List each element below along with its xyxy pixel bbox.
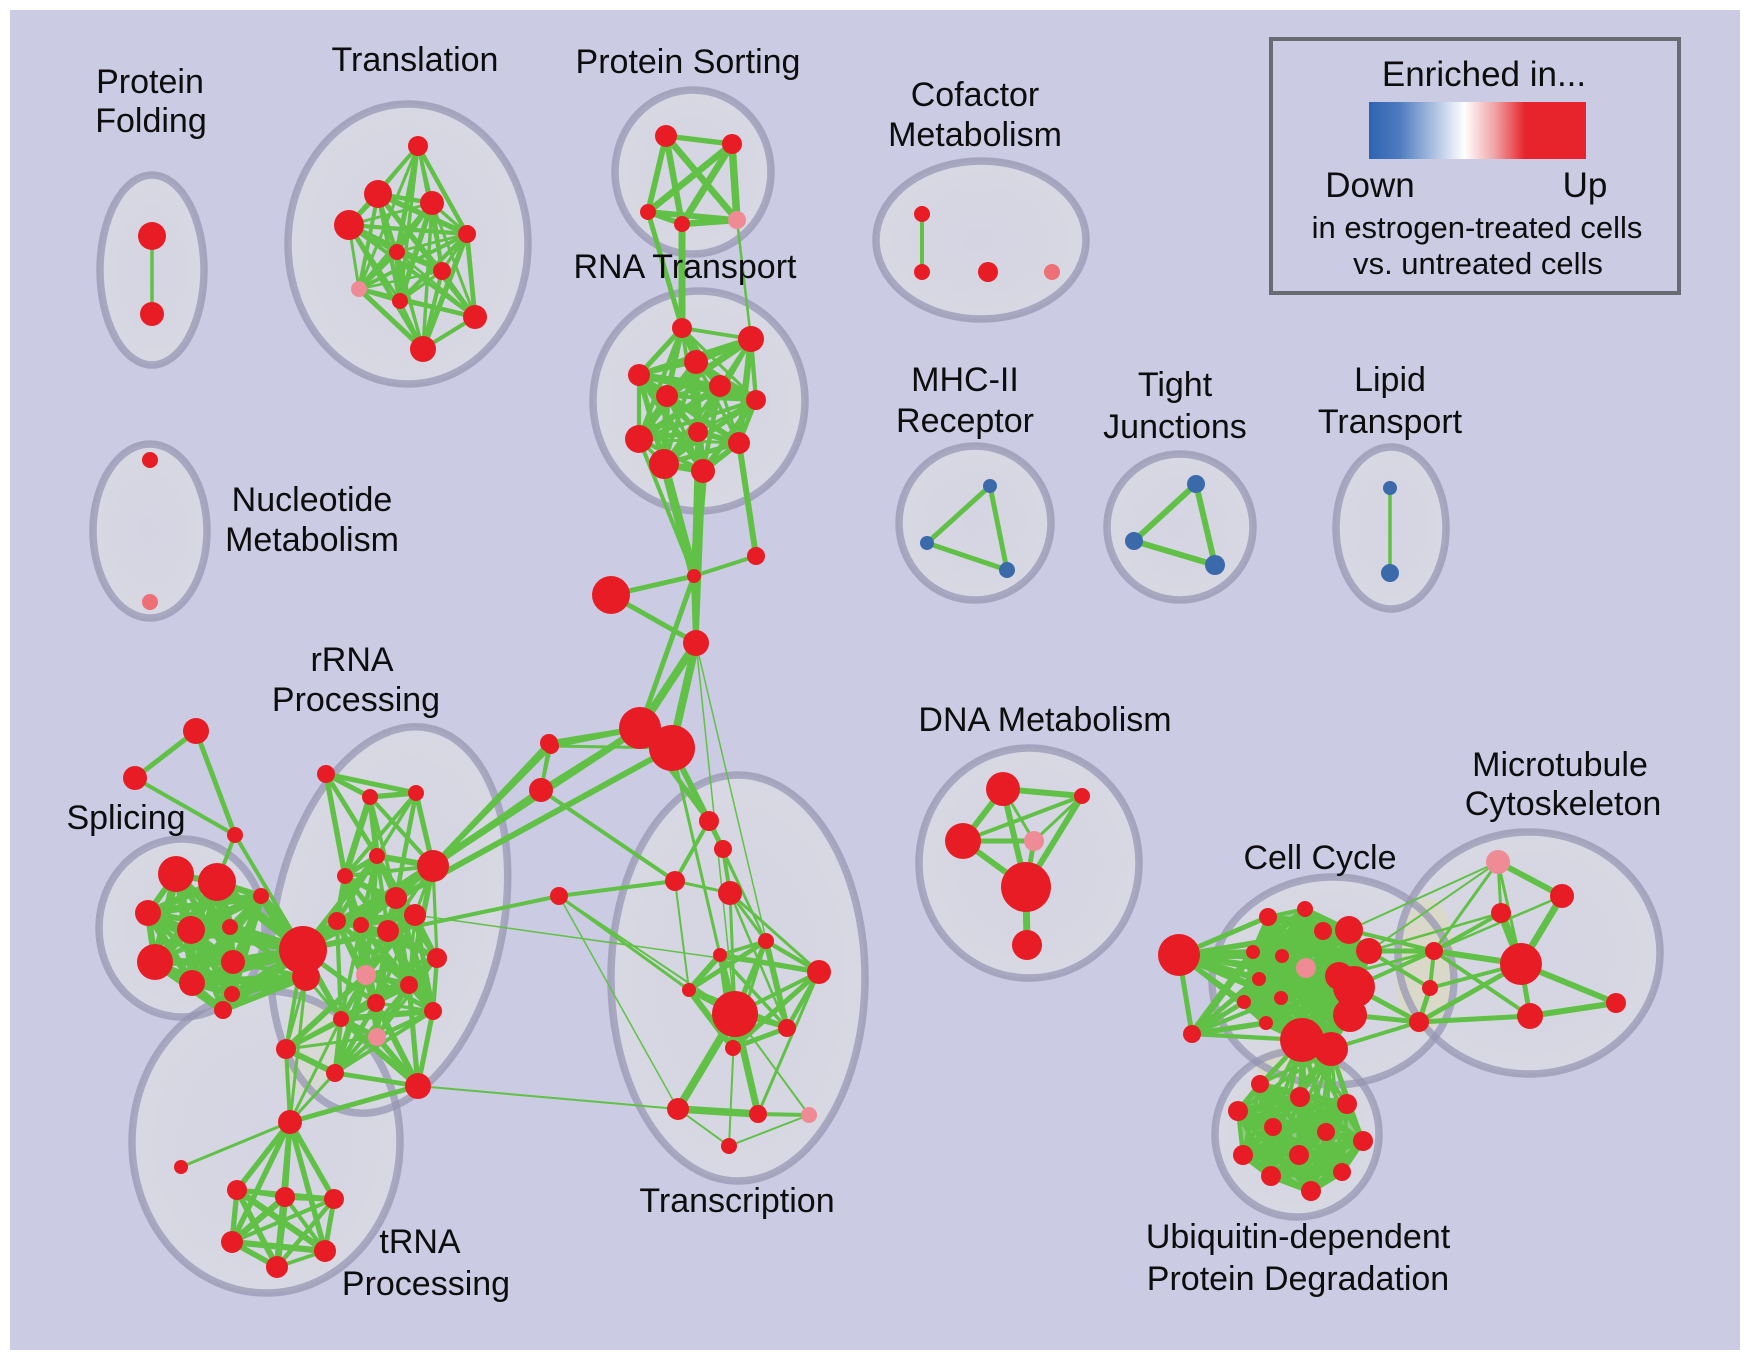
svg-text:Down: Down [1325,166,1414,205]
svg-text:Transcription: Transcription [639,1182,834,1220]
svg-text:Splicing: Splicing [66,799,185,837]
svg-text:Ubiquitin-dependent: Ubiquitin-dependent [1146,1218,1451,1256]
svg-text:in estrogen-treated cells: in estrogen-treated cells [1312,210,1643,245]
svg-text:Cell Cycle: Cell Cycle [1243,839,1396,877]
svg-text:Transport: Transport [1318,403,1463,441]
svg-text:vs. untreated cells: vs. untreated cells [1353,246,1603,281]
svg-text:MHC-II: MHC-II [911,361,1019,399]
svg-text:Receptor: Receptor [896,402,1034,440]
svg-text:DNA Metabolism: DNA Metabolism [918,701,1171,739]
svg-text:Protein Sorting: Protein Sorting [576,43,801,81]
svg-text:Enriched in...: Enriched in... [1382,55,1586,94]
svg-text:RNA Transport: RNA Transport [574,248,798,286]
svg-text:Up: Up [1563,166,1608,205]
svg-text:Microtubule: Microtubule [1472,746,1648,784]
svg-text:Protein: Protein [96,63,204,101]
svg-text:Tight: Tight [1138,366,1213,404]
svg-text:Metabolism: Metabolism [888,116,1062,154]
svg-text:Nucleotide: Nucleotide [232,481,393,519]
svg-text:Processing: Processing [342,1265,510,1303]
svg-text:Metabolism: Metabolism [225,521,399,559]
svg-text:Processing: Processing [272,681,440,719]
svg-text:Protein Degradation: Protein Degradation [1147,1260,1449,1298]
svg-text:rRNA: rRNA [310,641,393,679]
svg-text:Folding: Folding [95,102,207,140]
svg-text:Lipid: Lipid [1354,361,1426,399]
svg-text:Cofactor: Cofactor [911,76,1040,114]
svg-text:Translation: Translation [332,41,499,79]
svg-text:Junctions: Junctions [1103,408,1247,446]
svg-text:Cytoskeleton: Cytoskeleton [1465,785,1662,823]
svg-text:tRNA: tRNA [379,1223,461,1261]
